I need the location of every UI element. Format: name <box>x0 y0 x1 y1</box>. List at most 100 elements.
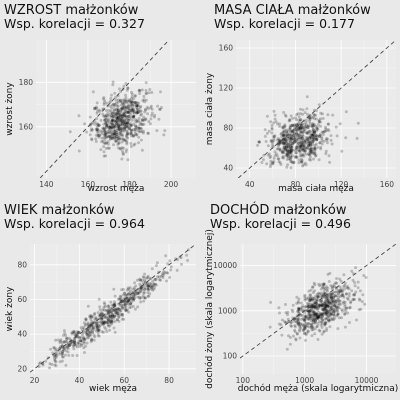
data-point <box>283 142 287 145</box>
data-point <box>92 326 95 330</box>
data-point <box>101 322 105 326</box>
data-point <box>303 139 307 143</box>
data-point <box>110 133 114 137</box>
data-point <box>109 315 113 319</box>
data-point <box>287 142 291 146</box>
data-point <box>113 302 117 306</box>
data-point <box>150 91 154 94</box>
data-point <box>109 321 113 325</box>
data-point <box>121 113 125 117</box>
data-point <box>297 321 301 325</box>
data-point <box>128 295 132 299</box>
data-point <box>118 117 122 121</box>
data-point <box>66 342 70 346</box>
data-point <box>288 140 292 144</box>
data-point <box>334 300 338 303</box>
data-point <box>123 308 127 312</box>
data-point <box>104 132 108 136</box>
data-point <box>132 286 136 290</box>
data-point <box>292 317 296 321</box>
data-point <box>132 133 135 137</box>
data-point <box>123 303 127 307</box>
data-point <box>343 300 347 304</box>
data-point <box>90 326 94 329</box>
data-point <box>299 136 303 140</box>
data-point <box>321 303 325 307</box>
data-point <box>139 113 143 117</box>
data-point <box>135 107 139 111</box>
data-point <box>323 302 327 306</box>
data-point <box>62 348 66 352</box>
data-point <box>124 293 128 297</box>
data-point <box>300 144 303 148</box>
scatter-points <box>37 248 190 370</box>
data-point <box>284 144 288 148</box>
data-point <box>139 287 143 291</box>
data-point <box>286 317 290 321</box>
data-point <box>109 319 113 323</box>
data-point <box>98 320 102 324</box>
data-point <box>317 311 321 314</box>
data-point <box>127 303 131 306</box>
data-point <box>120 303 124 307</box>
data-point <box>297 323 300 327</box>
data-point <box>318 133 322 137</box>
data-point <box>150 284 154 288</box>
data-point <box>315 313 319 316</box>
data-point <box>138 89 142 93</box>
data-point <box>321 293 325 297</box>
data-point <box>73 340 77 344</box>
data-point <box>301 147 305 151</box>
data-point <box>116 297 120 301</box>
data-point <box>295 301 299 305</box>
data-point <box>354 290 358 294</box>
data-point <box>129 134 133 138</box>
data-point <box>296 134 300 138</box>
data-point <box>317 315 321 319</box>
data-point <box>124 125 128 129</box>
data-point <box>308 143 312 147</box>
data-point <box>282 141 286 145</box>
scatter-points <box>256 95 360 170</box>
data-point <box>102 320 105 324</box>
data-point <box>116 100 120 104</box>
data-point <box>309 324 313 328</box>
data-point <box>121 98 125 102</box>
data-point <box>164 254 168 258</box>
y-tick-label: 160 <box>219 44 234 53</box>
data-point <box>331 303 335 307</box>
data-point <box>309 135 313 139</box>
data-point <box>344 309 348 313</box>
data-point <box>335 277 338 280</box>
data-point <box>306 322 310 325</box>
data-point <box>66 350 70 354</box>
data-point <box>74 333 78 336</box>
data-point <box>302 140 306 144</box>
data-point <box>123 138 127 142</box>
data-point <box>331 295 335 299</box>
data-point <box>113 129 117 133</box>
data-point <box>109 109 113 113</box>
data-point <box>299 126 303 130</box>
data-point <box>127 104 131 108</box>
data-point <box>298 154 302 158</box>
data-point <box>295 155 299 159</box>
data-point <box>142 118 146 122</box>
x-axis-label: masa ciała męża <box>278 184 354 194</box>
data-point <box>76 341 80 345</box>
data-point <box>104 131 107 135</box>
data-point <box>140 123 144 127</box>
data-point <box>281 130 285 134</box>
data-point <box>348 306 352 309</box>
data-point <box>121 151 125 155</box>
panel-title: MASA CIAŁA małżonków <box>214 3 371 18</box>
data-point <box>325 303 329 307</box>
data-point <box>129 115 133 119</box>
data-point <box>329 313 333 317</box>
data-point <box>302 122 306 126</box>
data-point <box>84 330 88 333</box>
data-point <box>289 148 293 152</box>
data-point <box>165 271 169 275</box>
data-point <box>117 135 121 139</box>
data-point <box>159 90 162 94</box>
